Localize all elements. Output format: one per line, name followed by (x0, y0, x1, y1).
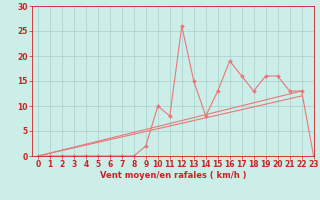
X-axis label: Vent moyen/en rafales ( km/h ): Vent moyen/en rafales ( km/h ) (100, 171, 246, 180)
